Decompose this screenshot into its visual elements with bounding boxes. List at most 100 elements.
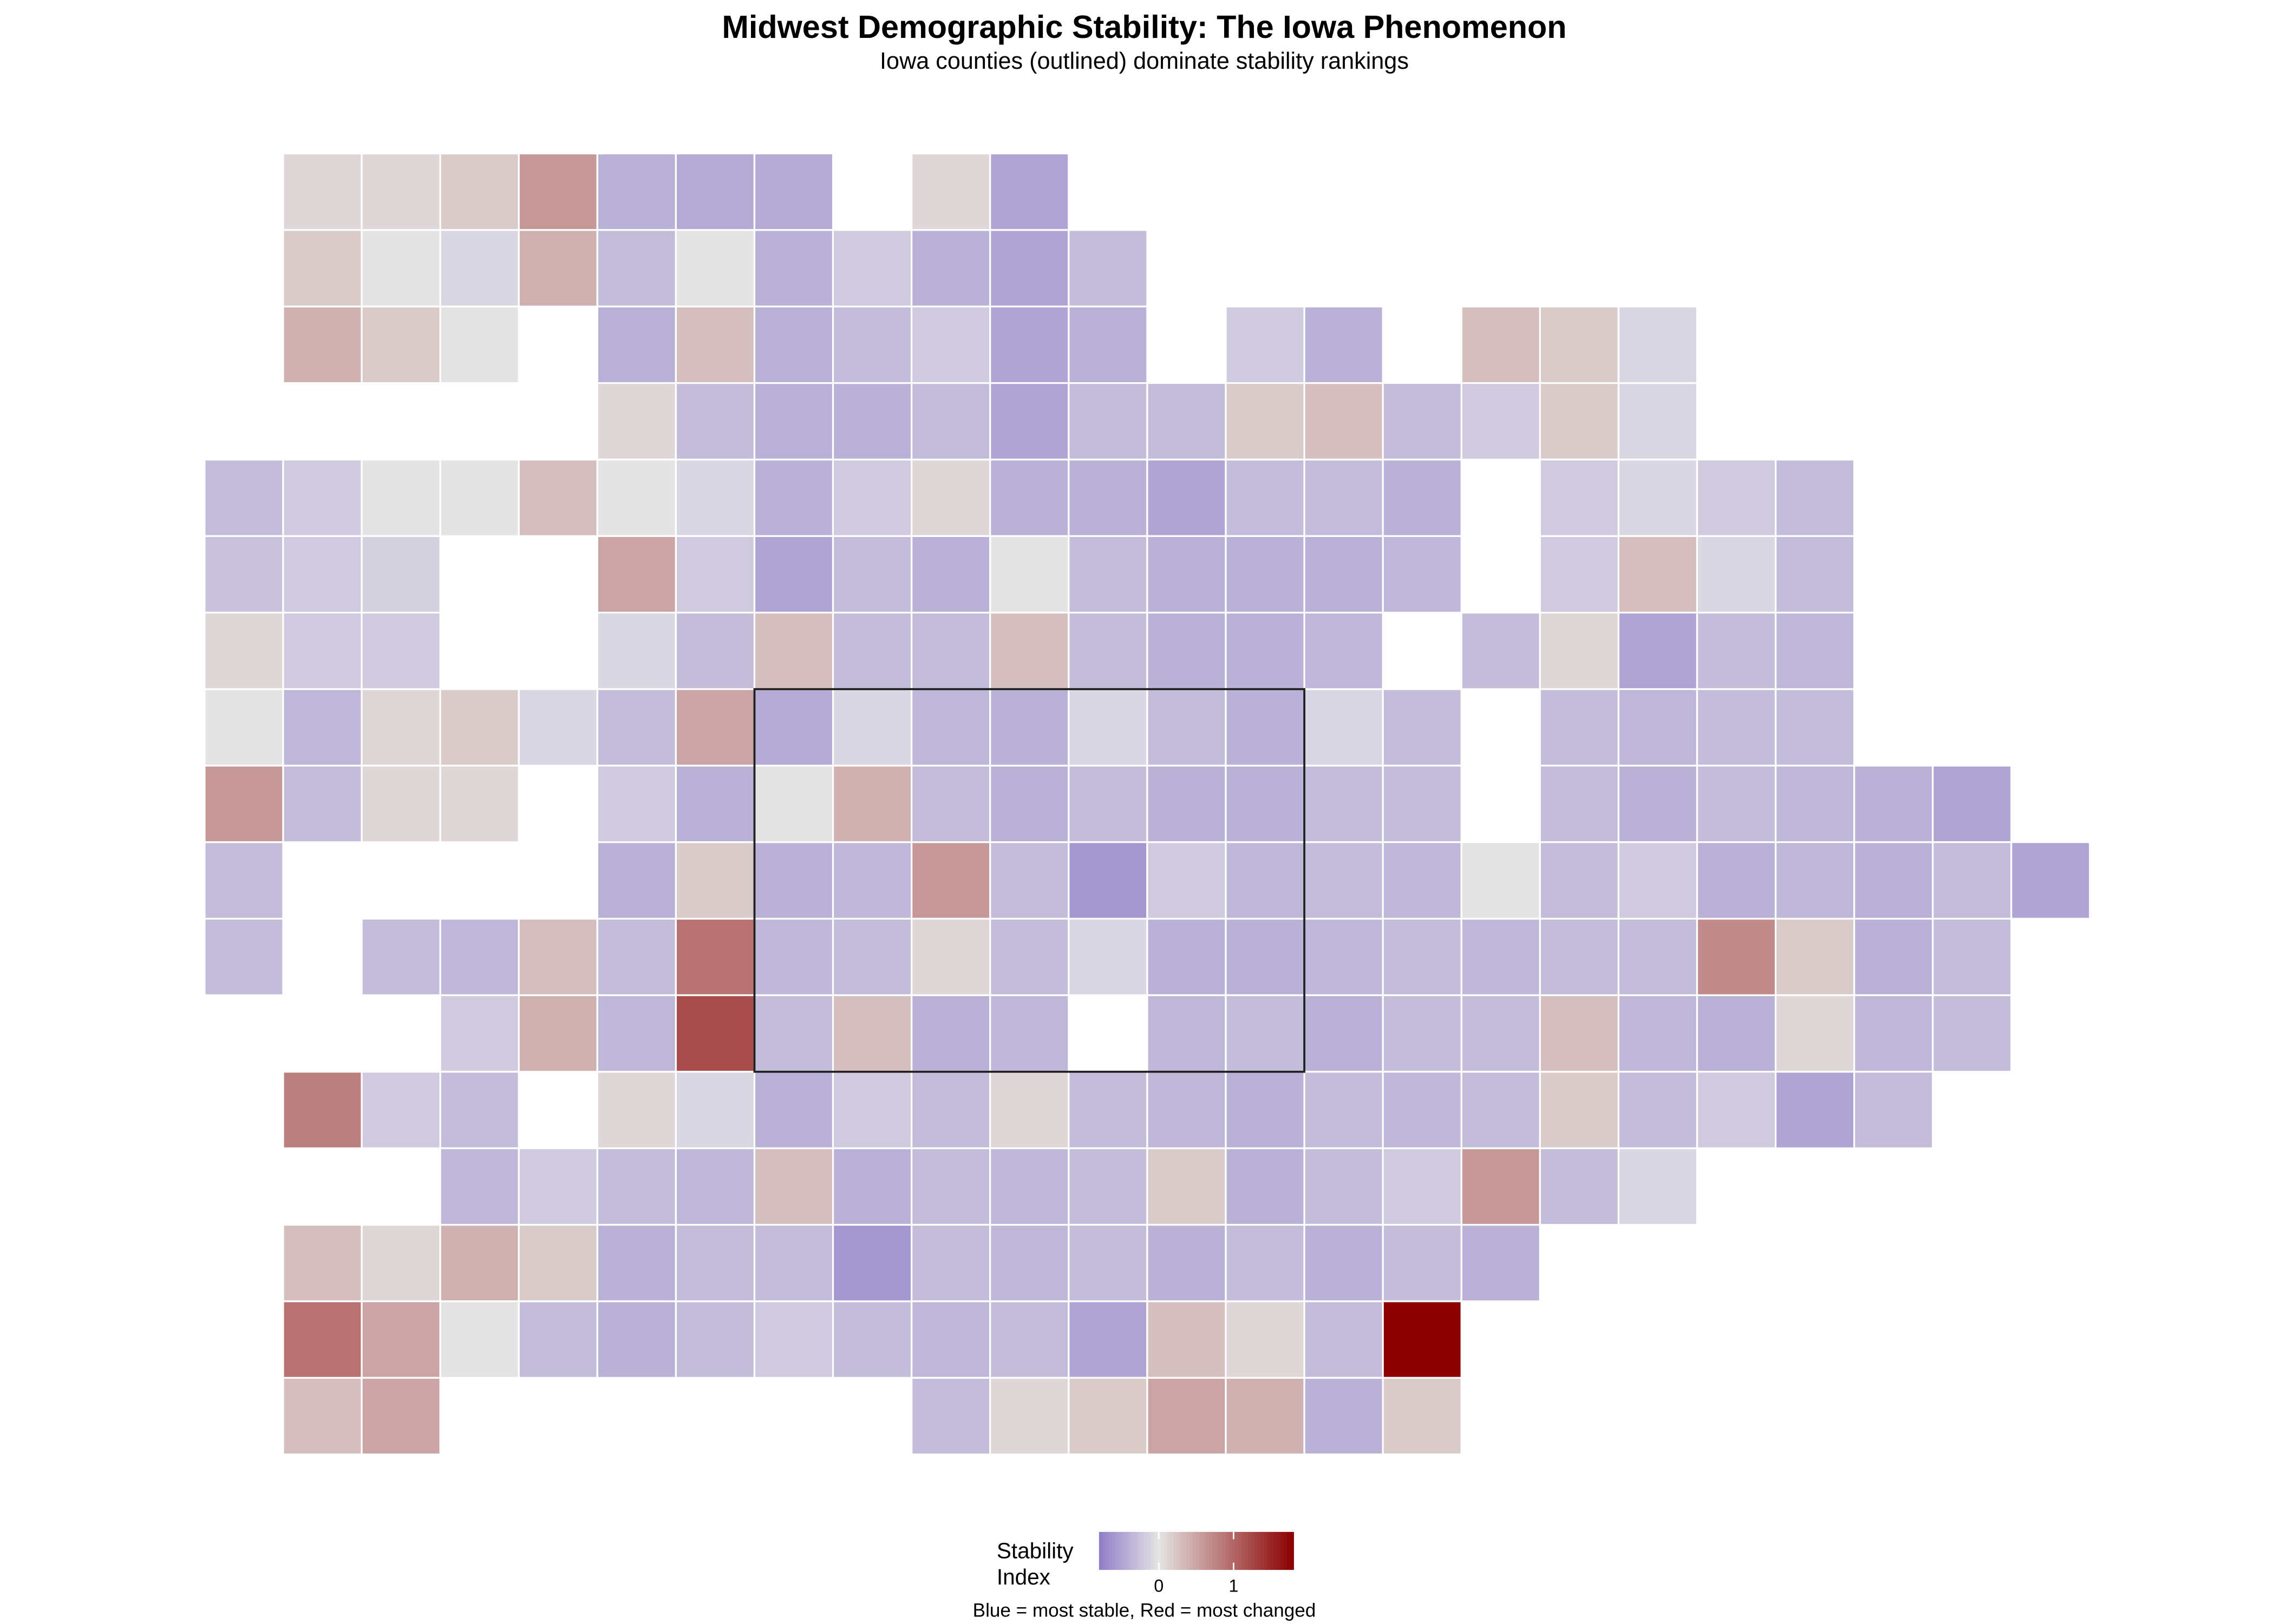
legend-tick-label: 0 [1154, 1576, 1164, 1596]
county [753, 918, 834, 997]
county [361, 152, 441, 231]
county [518, 1223, 598, 1302]
legend-swatch [1286, 1531, 1291, 1570]
county [832, 1223, 913, 1302]
county [1539, 1071, 1620, 1149]
county [1696, 459, 1777, 537]
county [1068, 1300, 1148, 1379]
county [1225, 994, 1305, 1073]
county [1225, 764, 1305, 843]
county [1068, 229, 1148, 307]
county [439, 1071, 520, 1149]
county [1539, 994, 1620, 1073]
legend-swatch [1277, 1531, 1281, 1570]
county [832, 918, 913, 997]
county [911, 1377, 991, 1456]
county [1460, 382, 1541, 461]
county [1382, 994, 1462, 1073]
county [596, 229, 677, 307]
county [596, 1147, 677, 1226]
county [204, 764, 284, 843]
county [1774, 612, 1855, 690]
county [1303, 918, 1384, 997]
county [1146, 841, 1227, 920]
county [596, 841, 677, 920]
county [439, 918, 520, 997]
county [1225, 382, 1305, 461]
county [1382, 764, 1462, 843]
legend-swatch [1216, 1531, 1220, 1570]
county [439, 688, 520, 767]
county [832, 764, 913, 843]
legend-swatch [1193, 1531, 1197, 1570]
legend-swatch [1196, 1531, 1200, 1570]
county [675, 1071, 756, 1149]
county [675, 612, 756, 690]
county [1853, 1071, 1934, 1149]
county [675, 841, 756, 920]
county [832, 459, 913, 537]
county [911, 688, 991, 767]
county [675, 764, 756, 843]
county [518, 229, 598, 307]
county [753, 382, 834, 461]
county [1696, 994, 1777, 1073]
county [1146, 1300, 1227, 1379]
county [753, 459, 834, 537]
county [596, 152, 677, 231]
county [361, 918, 441, 997]
county [1460, 1147, 1541, 1226]
county [1617, 1147, 1698, 1226]
county [989, 1377, 1070, 1456]
county [1068, 305, 1148, 384]
legend-title: Stability Index [996, 1539, 1074, 1590]
county [1932, 918, 2012, 997]
county [1303, 688, 1384, 767]
county [1774, 764, 1855, 843]
county [518, 1147, 598, 1226]
county [911, 1147, 991, 1226]
county [1539, 612, 1620, 690]
county [1225, 535, 1305, 614]
county [1617, 918, 1698, 997]
county [989, 459, 1070, 537]
county [282, 612, 363, 690]
county [282, 535, 363, 614]
legend-swatch [1264, 1531, 1269, 1570]
county [439, 152, 520, 231]
county [911, 994, 991, 1073]
legend-swatch [1102, 1531, 1106, 1570]
county [518, 459, 598, 537]
county [1068, 535, 1148, 614]
county [989, 688, 1070, 767]
county [518, 688, 598, 767]
county [911, 459, 991, 537]
county [1539, 764, 1620, 843]
county [753, 1147, 834, 1226]
county [1068, 612, 1148, 690]
county [1225, 841, 1305, 920]
county [1303, 459, 1384, 537]
county [989, 535, 1070, 614]
county [1382, 918, 1462, 997]
county [675, 1223, 756, 1302]
legend-swatch [1225, 1531, 1230, 1570]
county [361, 1300, 441, 1379]
county [753, 305, 834, 384]
county [753, 612, 834, 690]
legend-swatch [1112, 1531, 1116, 1570]
county [753, 535, 834, 614]
county [989, 152, 1070, 231]
county [1225, 1377, 1305, 1456]
county [1853, 994, 1934, 1073]
legend-swatch [1290, 1531, 1294, 1570]
legend-swatch [1199, 1531, 1204, 1570]
county [518, 152, 598, 231]
county [1539, 535, 1620, 614]
county [753, 152, 834, 231]
legend-swatch [1283, 1531, 1288, 1570]
county [675, 229, 756, 307]
county [911, 841, 991, 920]
county [1382, 535, 1462, 614]
